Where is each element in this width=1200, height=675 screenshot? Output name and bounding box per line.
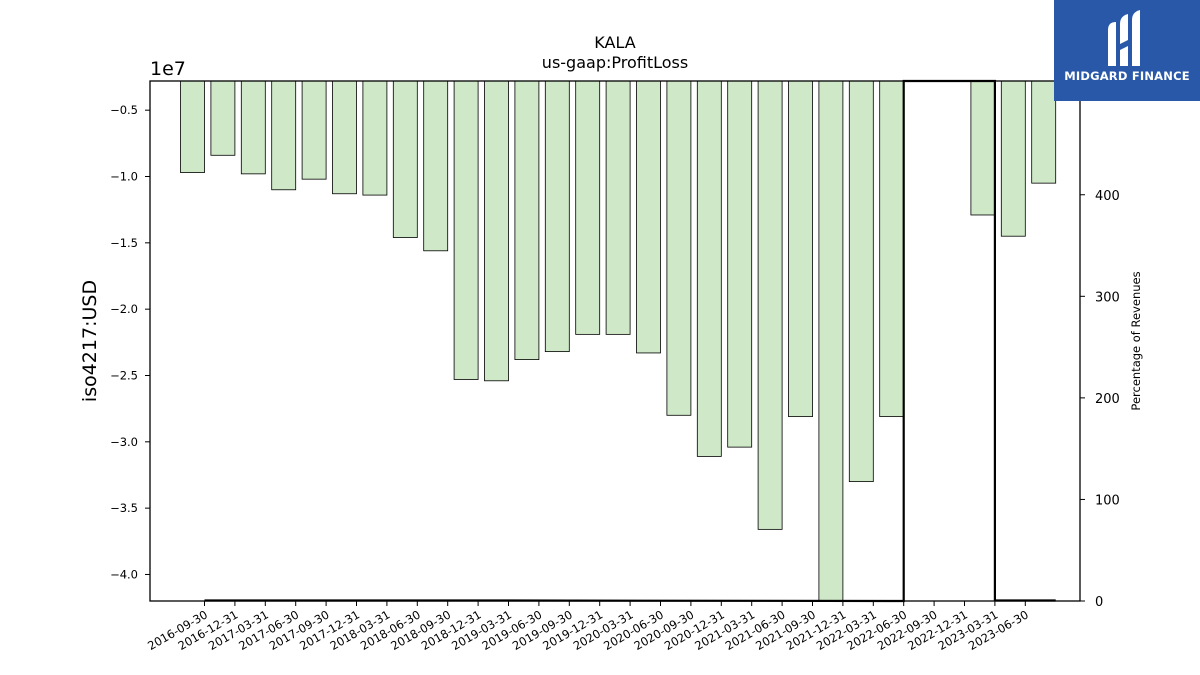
- bar-2019-09-30: [544, 80, 570, 353]
- bar-2016-12-31: [210, 80, 236, 156]
- bar-2020-03-31: [605, 80, 631, 335]
- y-tick-label: −0.5: [110, 103, 138, 117]
- bar-2021-12-31: [818, 80, 844, 602]
- bar-2023-09-30: [1031, 80, 1057, 184]
- logo-text: MIDGARD FINANCE: [1064, 69, 1190, 83]
- y-tick-label: −3.5: [110, 501, 138, 515]
- plot-frame: [149, 80, 1081, 602]
- bar-2019-06-30: [514, 80, 540, 360]
- y-tick-label: −2.0: [110, 302, 138, 316]
- chart-subtitle: us-gaap:ProfitLoss: [542, 53, 688, 72]
- bar-2018-06-30: [392, 80, 418, 238]
- y2-tick-label: 100: [1095, 493, 1120, 508]
- y-tick-label: −3.0: [110, 435, 138, 449]
- bar-2023-06-30: [1000, 80, 1026, 237]
- bar-2016-09-30: [180, 80, 205, 173]
- y-axis-left: −0.5 −1.0 −1.5 −2.0 −2.5 −3.0 −3.5 −4.0: [110, 103, 150, 581]
- y-axis-label: iso4217:USD: [79, 280, 101, 402]
- bar-2019-12-31: [575, 80, 601, 335]
- midgard-logo-mark-icon: [1108, 10, 1140, 66]
- y2-tick-label: 200: [1095, 392, 1120, 407]
- bar-2022-03-31: [848, 80, 874, 483]
- y2-tick-label: 300: [1095, 290, 1120, 305]
- y2-tick-label: 0: [1095, 595, 1103, 610]
- y-tick-label: −1.0: [110, 170, 138, 184]
- bar-2020-12-31: [696, 80, 722, 457]
- y2-axis-label: Percentage of Revenues: [1129, 271, 1143, 410]
- midgard-finance-logo: MIDGARD FINANCE: [1054, 0, 1200, 101]
- bar-2021-06-30: [757, 80, 783, 530]
- bar-2017-09-30: [301, 80, 327, 180]
- bar-2017-06-30: [271, 80, 297, 191]
- bar-2018-09-30: [423, 80, 449, 252]
- y-offset-label: 1e7: [150, 58, 186, 80]
- bar-2023-03-31: [970, 80, 996, 216]
- bar-2021-03-31: [727, 80, 753, 448]
- bar-2019-03-31: [484, 80, 509, 382]
- bar-2020-06-30: [636, 80, 661, 354]
- bar-2018-12-31: [453, 80, 479, 380]
- y-tick-label: −1.5: [110, 236, 138, 250]
- bar-2017-03-31: [240, 80, 266, 175]
- bar-2020-09-30: [666, 80, 692, 416]
- bar-2022-06-30: [879, 80, 905, 418]
- bar-2017-12-31: [332, 80, 357, 195]
- chart-title: KALA: [594, 33, 635, 52]
- y-tick-label: −2.5: [110, 368, 138, 382]
- bar-2021-09-30: [788, 80, 813, 418]
- y-axis-right: 0 100 200 300 400: [1080, 189, 1120, 610]
- bar-2018-03-31: [362, 80, 388, 196]
- y-tick-label: −4.0: [110, 567, 138, 581]
- bars-layer: [180, 80, 1057, 602]
- x-axis: 2016-09-302016-12-312017-03-312017-06-30…: [145, 601, 1031, 653]
- y2-tick-label: 400: [1095, 189, 1120, 204]
